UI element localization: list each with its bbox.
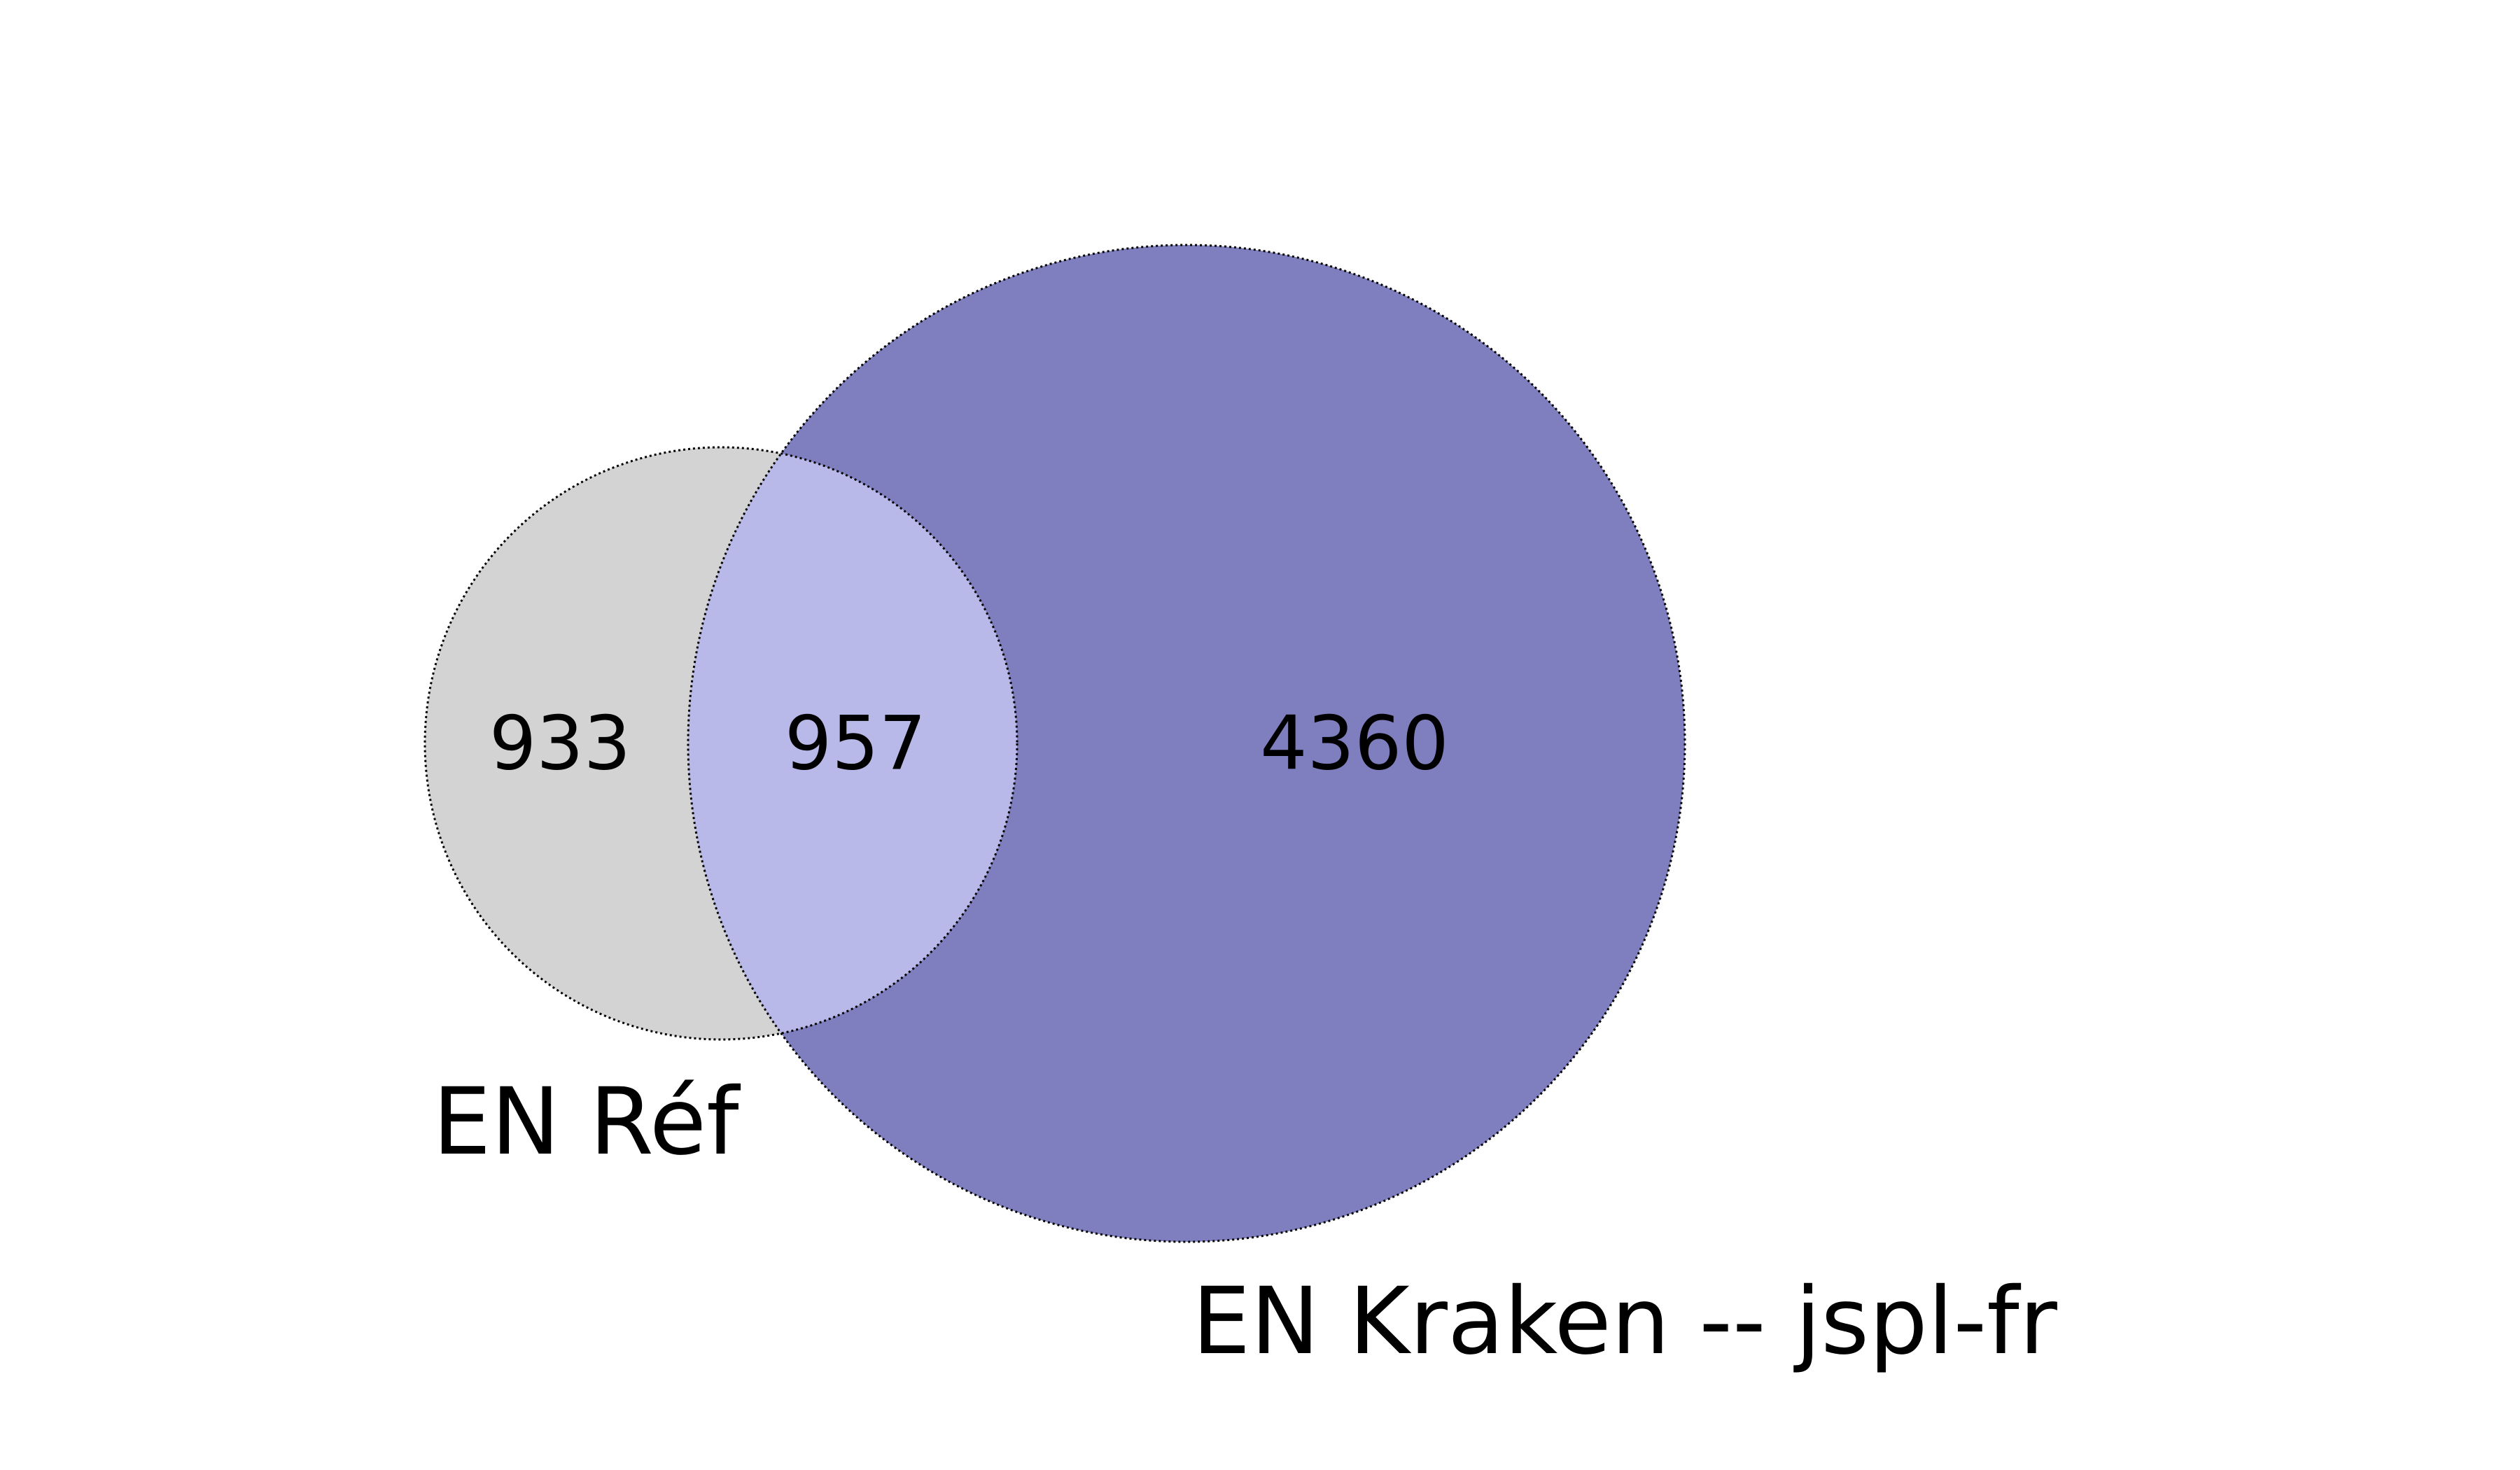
set-kraken-circle	[688, 245, 1685, 1242]
count-intersection: 957	[785, 701, 926, 787]
count-only-ref: 933	[489, 701, 631, 787]
intersection-region	[688, 447, 1017, 1040]
count-only-kraken: 4360	[1260, 701, 1449, 787]
set-ref-outline	[424, 446, 1018, 1041]
set-label-kraken: EN Kraken -- jspl-fr	[1192, 1268, 2058, 1376]
set-label-ref: EN Réf	[433, 1068, 741, 1176]
set-kraken-outline	[687, 244, 1686, 1243]
